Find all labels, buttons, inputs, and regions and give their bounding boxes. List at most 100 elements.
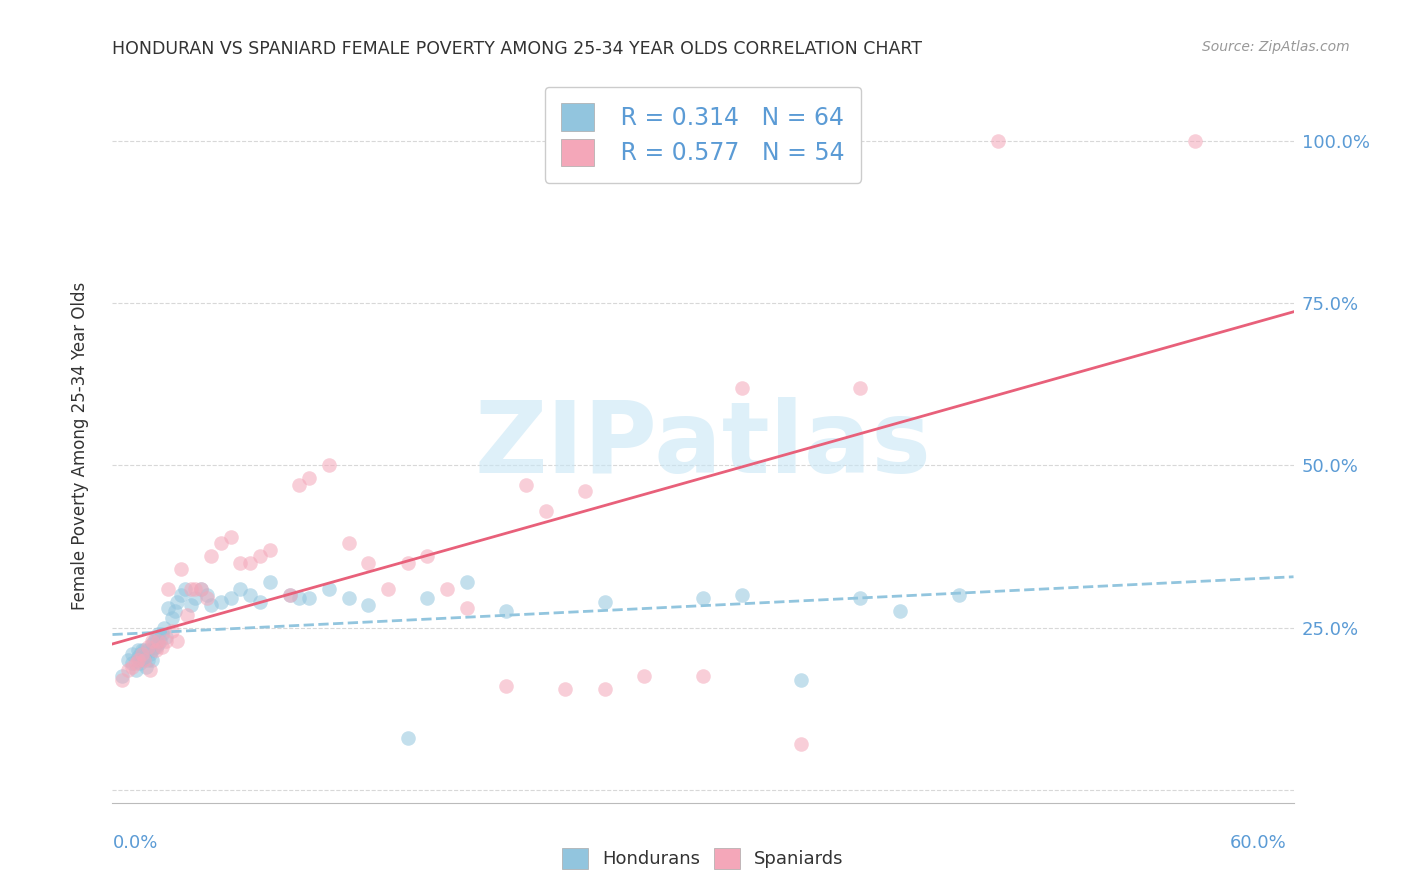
Point	[155, 633, 177, 648]
Point	[229, 556, 252, 570]
Point	[146, 633, 169, 648]
Point	[170, 588, 193, 602]
Point	[249, 549, 271, 564]
Point	[176, 607, 198, 622]
Point	[129, 657, 152, 671]
Y-axis label: Female Poverty Among 25-34 Year Olds: Female Poverty Among 25-34 Year Olds	[70, 282, 89, 610]
Point	[135, 659, 157, 673]
Point	[318, 458, 340, 473]
Point	[278, 588, 301, 602]
Point	[180, 582, 202, 596]
Point	[111, 669, 134, 683]
Point	[456, 575, 478, 590]
Point	[190, 582, 212, 596]
Point	[692, 591, 714, 606]
Point	[790, 673, 813, 687]
Point	[195, 591, 218, 606]
Point	[121, 647, 143, 661]
Point	[160, 624, 183, 638]
Point	[117, 653, 139, 667]
Point	[131, 653, 153, 667]
Point	[209, 536, 232, 550]
Point	[209, 595, 232, 609]
Point	[239, 588, 262, 602]
Point	[554, 682, 576, 697]
Point	[125, 663, 148, 677]
Point	[165, 604, 187, 618]
Point	[121, 659, 143, 673]
Point	[142, 633, 165, 648]
Point	[219, 530, 242, 544]
Point	[152, 621, 174, 635]
Point	[156, 601, 179, 615]
Point	[278, 588, 301, 602]
Point	[692, 669, 714, 683]
Point	[200, 598, 222, 612]
Text: HONDURAN VS SPANIARD FEMALE POVERTY AMONG 25-34 YEAR OLDS CORRELATION CHART: HONDURAN VS SPANIARD FEMALE POVERTY AMON…	[112, 40, 922, 58]
Point	[416, 549, 439, 564]
Point	[849, 381, 872, 395]
Point	[141, 653, 163, 667]
Point	[131, 647, 153, 661]
Point	[1184, 134, 1206, 148]
Point	[149, 633, 172, 648]
Point	[160, 611, 183, 625]
Point	[318, 582, 340, 596]
Point	[593, 682, 616, 697]
Point	[139, 647, 162, 661]
Point	[170, 562, 193, 576]
Point	[145, 631, 167, 645]
Point	[155, 631, 177, 645]
Point	[127, 643, 149, 657]
Point	[136, 640, 159, 654]
Point	[166, 633, 188, 648]
Point	[574, 484, 596, 499]
Point	[219, 591, 242, 606]
Point	[145, 640, 167, 654]
Point	[288, 478, 311, 492]
Point	[337, 536, 360, 550]
Point	[180, 598, 202, 612]
Point	[416, 591, 439, 606]
Point	[229, 582, 252, 596]
Point	[117, 663, 139, 677]
Point	[987, 134, 1010, 148]
Point	[184, 582, 207, 596]
Point	[136, 653, 159, 667]
Point	[288, 591, 311, 606]
Point	[174, 582, 197, 596]
Point	[141, 637, 163, 651]
Text: ZIPatlas: ZIPatlas	[475, 398, 931, 494]
Point	[200, 549, 222, 564]
Point	[139, 663, 162, 677]
Point	[142, 640, 165, 654]
Legend: Hondurans, Spaniards: Hondurans, Spaniards	[555, 840, 851, 876]
Point	[156, 582, 179, 596]
Point	[396, 731, 419, 745]
Point	[259, 542, 281, 557]
Point	[141, 643, 163, 657]
Point	[534, 504, 557, 518]
Point	[377, 582, 399, 596]
Point	[166, 595, 188, 609]
Point	[132, 649, 155, 664]
Text: 0.0%: 0.0%	[112, 834, 157, 852]
Point	[790, 738, 813, 752]
Point	[357, 556, 380, 570]
Point	[129, 647, 152, 661]
Point	[195, 588, 218, 602]
Point	[298, 591, 321, 606]
Point	[495, 604, 517, 618]
Point	[141, 633, 163, 648]
Point	[136, 643, 159, 657]
Point	[190, 582, 212, 596]
Point	[146, 637, 169, 651]
Text: 60.0%: 60.0%	[1230, 834, 1286, 852]
Point	[145, 643, 167, 657]
Point	[132, 653, 155, 667]
Point	[127, 653, 149, 667]
Point	[436, 582, 458, 596]
Point	[111, 673, 134, 687]
Point	[731, 381, 754, 395]
Point	[889, 604, 911, 618]
